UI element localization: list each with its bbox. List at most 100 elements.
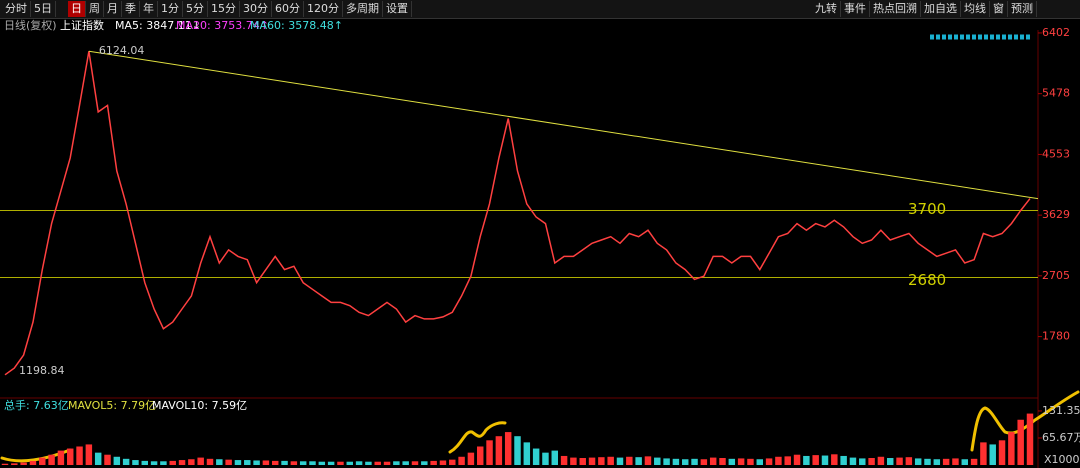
volume-bar (1008, 432, 1015, 465)
volume-bar (663, 458, 670, 465)
volume-bar (225, 459, 232, 465)
volume-bar (980, 442, 987, 465)
volume-bar (281, 460, 288, 465)
toolbar-button[interactable]: 月 (104, 1, 122, 17)
vol-label: 总手: 7.63亿 (4, 398, 69, 412)
volume-bar (94, 452, 102, 465)
toolbar-button[interactable]: 120分 (304, 1, 343, 17)
price-line (4, 51, 1031, 376)
toolbar-button[interactable]: 热点回溯 (870, 1, 921, 17)
volume-bar (20, 462, 27, 465)
volume-bar (989, 444, 996, 465)
volume-bar (206, 458, 214, 465)
volume-bar (719, 458, 726, 465)
period: 日线(复权) (4, 18, 57, 32)
volume-bar (849, 457, 857, 465)
volume-bar (504, 432, 512, 465)
volume-bar (29, 460, 37, 465)
volume-bar (299, 461, 307, 465)
volume-bar (439, 460, 447, 465)
volume-bar (346, 461, 354, 465)
volume-bar (803, 455, 810, 465)
toolbar-button[interactable]: 分时 (2, 1, 31, 17)
volume-bar (626, 456, 633, 465)
volume-bar (756, 459, 764, 465)
volume-bar (449, 459, 456, 465)
toolbar-button[interactable]: 1分 (158, 1, 183, 17)
volume-bar (747, 458, 754, 465)
toolbar-button[interactable]: 事件 (841, 1, 870, 17)
volume-bar (737, 458, 745, 465)
volume-bar (216, 459, 223, 465)
volume-bar (598, 457, 605, 465)
toolbar-button[interactable]: 周 (86, 1, 104, 17)
volume-bar (924, 458, 931, 465)
toolbar-button[interactable]: 九转 (812, 1, 841, 17)
toolbar-button[interactable]: 5分 (183, 1, 208, 17)
toolbar-button[interactable]: 年 (140, 1, 158, 17)
vol-tick-label: 65.67万 (1042, 431, 1080, 444)
toolbar-button[interactable]: 季 (122, 1, 140, 17)
volume-bar (532, 448, 540, 465)
volume-bar (262, 460, 270, 465)
volume-bar (905, 457, 913, 465)
volume-bar (11, 463, 18, 465)
toolbar-button[interactable]: 5日 (31, 1, 56, 17)
volume-bar (560, 455, 568, 465)
toolbar-button[interactable]: 多周期 (343, 1, 383, 17)
volume-bar (709, 457, 717, 465)
volume-bar (952, 458, 959, 465)
low-label: 1198.84 (19, 364, 65, 377)
volume-bar (579, 458, 586, 465)
volume-bar (160, 461, 167, 465)
volume-bar (476, 446, 484, 465)
volume-bar (132, 460, 139, 465)
volume-bar (486, 440, 493, 465)
volume-bar (644, 456, 652, 465)
volume-bar (85, 444, 93, 465)
volume-bar (355, 461, 363, 465)
toolbar-button[interactable]: 60分 (272, 1, 304, 17)
volume-bar (654, 457, 661, 465)
volume-bar (821, 455, 829, 465)
toolbar-button[interactable]: 设置 (383, 1, 412, 17)
toolbar-button[interactable]: 15分 (208, 1, 240, 17)
volume-bar (150, 461, 158, 465)
trend-line (88, 50, 1039, 200)
volume-bar (523, 442, 531, 465)
volume-bar (244, 460, 251, 465)
toolbar-button[interactable]: 预测 (1008, 1, 1037, 17)
toolbar-button[interactable]: 日 (68, 1, 86, 17)
vol-label: MAVOL5: 7.79亿 (68, 399, 156, 412)
volume-bar (57, 450, 65, 465)
index-name: 上证指数 (60, 18, 104, 32)
volume-bar (411, 461, 419, 465)
vol-unit: X1000 (1044, 453, 1080, 466)
volume-bar (877, 456, 885, 465)
volume-bar (859, 458, 866, 465)
toolbar-button[interactable]: 窗 (990, 1, 1008, 17)
toolbar-button[interactable]: 加自选 (921, 1, 961, 17)
toolbar-button[interactable]: 均线 (961, 1, 990, 17)
volume-bar (765, 458, 773, 465)
volume-bar (570, 457, 577, 465)
toolbar-button[interactable]: 30分 (240, 1, 272, 17)
volume-bar (141, 460, 149, 465)
volume-bar (178, 460, 186, 465)
volume-bar (588, 457, 596, 465)
volume-bar (365, 461, 372, 465)
volume-bar (48, 454, 55, 465)
volume-bar (430, 460, 437, 465)
volume-bar (542, 452, 549, 465)
volume-bar (393, 461, 400, 465)
volume-bar (318, 461, 326, 465)
ma60: MA60: 3578.48↑ (250, 19, 343, 32)
volume-bar (1026, 413, 1034, 465)
volume-bar (402, 461, 409, 465)
volume-bar (793, 454, 801, 465)
vol-tick-label: 131.35万 (1042, 404, 1080, 417)
high-label: 6124.04 (99, 44, 145, 57)
ma20: MA20: 3753.74↑ (176, 19, 269, 32)
